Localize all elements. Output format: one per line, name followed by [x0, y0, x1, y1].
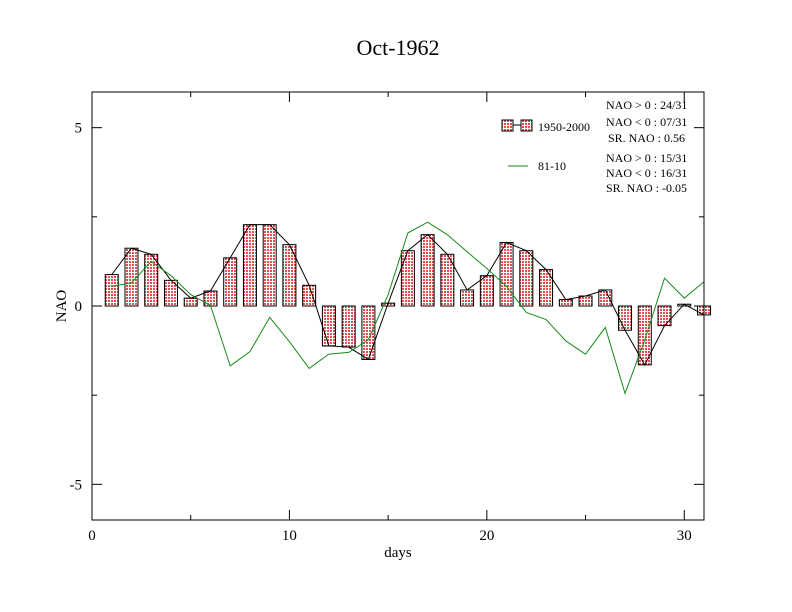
legend-stat-line: SR. NAO : 0.56 [608, 131, 685, 145]
bar-1950-2000 [361, 305, 376, 360]
bar-1950-2000 [203, 290, 218, 307]
bar-1950-2000 [657, 305, 672, 327]
bar-1950-2000 [183, 297, 198, 307]
series-line-81-10 [111, 221, 705, 395]
y-tick-label: 0 [75, 299, 83, 315]
bar-1950-2000 [262, 224, 277, 307]
bar-1950-2000 [104, 274, 119, 307]
x-tick-label: 10 [282, 528, 297, 544]
x-axis-label: days [384, 545, 412, 561]
y-axis-label: NAO [54, 290, 70, 323]
legend-stat-line: NAO > 0 : 24/31 [606, 98, 687, 112]
bar-1950-2000 [578, 295, 593, 307]
legend: 1950-2000 NAO > 0 : 24/31 NAO < 0 : 07/3… [501, 98, 687, 195]
bar-1950-2000 [420, 234, 435, 307]
legend-label-1950-2000: 1950-2000 [538, 120, 590, 134]
x-tick-label: 0 [88, 528, 96, 544]
y-tick-label: -5 [70, 477, 83, 493]
legend-label-81-10: 81-10 [538, 159, 566, 173]
chart-title: Oct-1962 [356, 35, 439, 60]
bar-1950-2000 [558, 299, 573, 307]
legend-stat-line: NAO < 0 : 07/31 [606, 115, 687, 129]
legend-stat-line: NAO > 0 : 15/31 [606, 151, 687, 165]
bar-1950-2000 [400, 250, 415, 307]
bar-1950-2000 [341, 305, 356, 348]
bar-1950-2000 [124, 247, 139, 307]
bar-1950-2000 [302, 284, 317, 307]
bar-1950-2000 [499, 242, 514, 307]
series-line-1950-2000 [111, 224, 705, 366]
bar-1950-2000 [479, 275, 494, 307]
y-tick-label: 5 [75, 121, 83, 137]
bar-1950-2000 [539, 269, 554, 307]
legend-stat-line: SR. NAO : -0.05 [606, 181, 687, 195]
bar-1950-2000 [460, 289, 475, 307]
x-tick-label: 20 [479, 528, 494, 544]
legend-bar-swatch [501, 119, 514, 132]
bar-1950-2000 [598, 289, 613, 307]
x-tick-label: 30 [677, 528, 692, 544]
legend-bar-swatch [520, 119, 533, 132]
legend-stat-line: NAO < 0 : 16/31 [606, 166, 687, 180]
bar-1950-2000 [242, 224, 257, 307]
bar-1950-2000 [618, 305, 633, 331]
bar-1950-2000 [321, 305, 336, 347]
bar-1950-2000 [519, 250, 534, 307]
